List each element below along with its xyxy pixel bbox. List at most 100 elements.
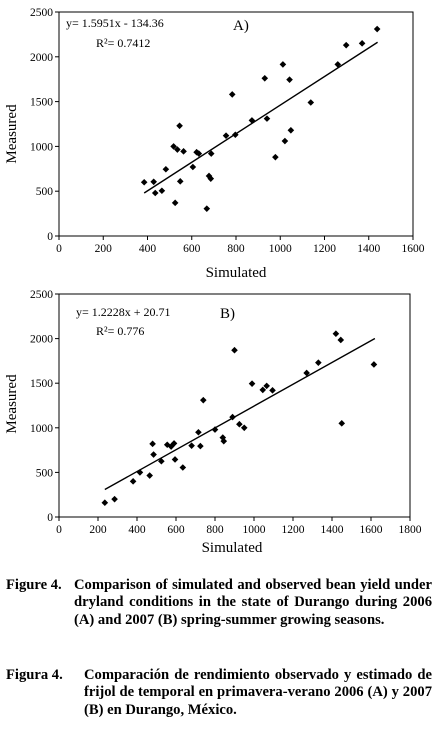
x-tick-label: 1800	[399, 524, 422, 536]
data-point	[281, 137, 289, 145]
data-point	[176, 122, 183, 130]
x-tick-label: 1600	[402, 243, 425, 255]
data-point	[248, 380, 256, 387]
data-point	[174, 146, 181, 153]
data-point	[150, 178, 157, 186]
data-point	[269, 387, 276, 394]
data-point	[171, 199, 179, 207]
data-point	[151, 189, 159, 197]
caption-label: Figura 4.	[6, 667, 63, 683]
data-point	[149, 440, 156, 448]
data-point	[179, 464, 187, 471]
x-tick-label: 1400	[321, 524, 344, 536]
x-axis-label: Simulated	[206, 265, 267, 281]
data-point	[207, 150, 215, 157]
data-point	[188, 442, 195, 449]
r-squared-label: R²= 0.7412	[96, 36, 150, 50]
y-tick-label: 2500	[30, 7, 53, 19]
data-point	[150, 451, 157, 458]
data-point	[101, 499, 109, 507]
y-tick-label: 1000	[30, 423, 53, 435]
data-point	[189, 163, 197, 171]
data-point	[370, 361, 378, 368]
data-point	[248, 117, 256, 124]
data-point	[231, 346, 238, 354]
y-axis-label: Measured	[4, 104, 20, 164]
x-tick-label: 400	[128, 524, 146, 536]
data-point	[129, 478, 137, 485]
x-tick-label: 1000	[269, 243, 292, 255]
caption-text: Comparación de rendimiento observado y e…	[84, 667, 432, 718]
x-tick-label: 200	[95, 243, 113, 255]
regression-equation: y= 1.5951x - 134.36	[66, 16, 164, 30]
data-point	[203, 205, 211, 212]
data-point	[197, 442, 204, 450]
figure-caption-spanish: Figura 4. Comparación de rendimiento obs…	[0, 667, 432, 719]
y-tick-label: 0	[47, 512, 53, 524]
x-tick-label: 1600	[360, 524, 383, 536]
x-tick-label: 600	[183, 243, 201, 255]
r-squared-label: R²= 0.776	[96, 324, 144, 338]
data-point	[170, 440, 178, 447]
data-point	[307, 99, 315, 106]
data-point	[111, 495, 118, 503]
x-tick-label: 0	[56, 243, 62, 255]
data-point	[170, 143, 177, 150]
data-point	[232, 131, 239, 139]
data-point	[205, 172, 213, 180]
data-point	[272, 153, 279, 161]
data-point	[334, 61, 342, 68]
x-tick-label: 600	[167, 524, 185, 536]
panel-label: B)	[220, 306, 235, 322]
data-point	[263, 115, 271, 122]
y-tick-label: 1500	[30, 97, 53, 109]
data-point	[158, 457, 165, 465]
y-tick-label: 2500	[30, 289, 53, 301]
x-tick-label: 400	[139, 243, 157, 255]
panel-label: A)	[233, 18, 249, 34]
x-tick-label: 1200	[313, 243, 336, 255]
data-point	[158, 187, 166, 195]
y-tick-label: 2000	[30, 52, 53, 64]
data-point	[263, 382, 270, 390]
scatter-chart-a: Measured Simulated A) y= 1.5951x - 134.3…	[4, 7, 425, 281]
x-tick-label: 1000	[243, 524, 266, 536]
x-tick-label: 1200	[282, 524, 305, 536]
data-point	[279, 61, 287, 68]
y-tick-label: 1000	[30, 141, 53, 153]
data-point	[140, 178, 148, 186]
data-point	[287, 126, 295, 134]
data-point	[176, 178, 184, 185]
plot-frame	[58, 293, 411, 518]
data-point	[332, 330, 340, 337]
data-point	[211, 426, 219, 433]
caption-text: Comparison of simulated and observed bea…	[74, 577, 432, 628]
data-point	[195, 150, 203, 157]
y-tick-label: 500	[36, 467, 54, 479]
scatter-chart-b: Measured Simulated B) y= 1.2228x + 20.71…	[4, 289, 422, 556]
data-point	[338, 420, 346, 427]
x-tick-label: 800	[206, 524, 224, 536]
data-point	[373, 25, 381, 33]
x-tick-label: 0	[56, 524, 62, 536]
data-point	[180, 148, 187, 155]
data-point	[315, 359, 322, 366]
data-point	[240, 424, 248, 432]
data-point	[229, 413, 236, 421]
data-point	[162, 165, 170, 173]
y-tick-label: 0	[47, 231, 53, 243]
x-tick-label: 1400	[357, 243, 380, 255]
y-tick-label: 1500	[30, 378, 53, 390]
regression-equation: y= 1.2228x + 20.71	[76, 305, 171, 319]
caption-label: Figure 4.	[6, 577, 62, 593]
x-axis-label: Simulated	[202, 540, 263, 556]
data-point	[342, 41, 350, 49]
y-axis-label: Measured	[4, 374, 20, 434]
data-point	[171, 456, 179, 463]
data-point	[146, 472, 153, 479]
trendline	[143, 41, 378, 194]
data-point	[228, 91, 236, 98]
data-point	[261, 75, 269, 82]
data-point	[200, 396, 207, 404]
data-point	[207, 175, 215, 182]
